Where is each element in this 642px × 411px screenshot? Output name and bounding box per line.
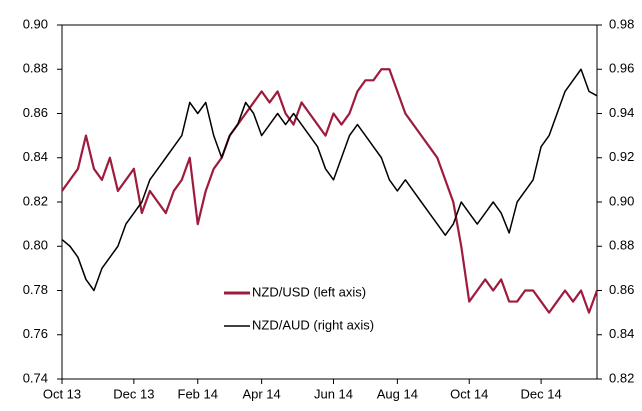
y-tick-label: 0.78 <box>23 282 48 297</box>
y2-tick-label: 0.98 <box>609 16 634 31</box>
y-tick-label: 0.90 <box>23 16 48 31</box>
x-tick-label: Dec 13 <box>113 386 154 401</box>
y2-tick-label: 0.94 <box>609 105 634 120</box>
y2-tick-label: 0.86 <box>609 282 634 297</box>
y-tick-label: 0.74 <box>23 370 48 385</box>
x-tick-label: Oct 14 <box>450 386 488 401</box>
legend-label: NZD/AUD (right axis) <box>252 317 374 332</box>
y2-tick-label: 0.88 <box>609 238 634 253</box>
x-tick-label: Apr 14 <box>242 386 280 401</box>
y-tick-label: 0.80 <box>23 238 48 253</box>
y2-tick-label: 0.92 <box>609 149 634 164</box>
y-tick-label: 0.82 <box>23 193 48 208</box>
y2-tick-label: 0.82 <box>609 370 634 385</box>
y2-tick-label: 0.84 <box>609 326 634 341</box>
y2-tick-label: 0.90 <box>609 193 634 208</box>
legend-label: NZD/USD (left axis) <box>252 284 366 299</box>
x-tick-label: Aug 14 <box>377 386 418 401</box>
y-tick-label: 0.86 <box>23 105 48 120</box>
y-tick-label: 0.88 <box>23 61 48 76</box>
x-tick-label: Oct 13 <box>43 386 81 401</box>
y2-tick-label: 0.96 <box>609 61 634 76</box>
series-line <box>61 68 598 292</box>
x-tick-label: Dec 14 <box>521 386 562 401</box>
x-tick-label: Jun 14 <box>314 386 353 401</box>
series-line <box>61 68 599 314</box>
y-tick-label: 0.84 <box>23 149 48 164</box>
y-tick-label: 0.76 <box>23 326 48 341</box>
x-tick-label: Feb 14 <box>178 386 218 401</box>
